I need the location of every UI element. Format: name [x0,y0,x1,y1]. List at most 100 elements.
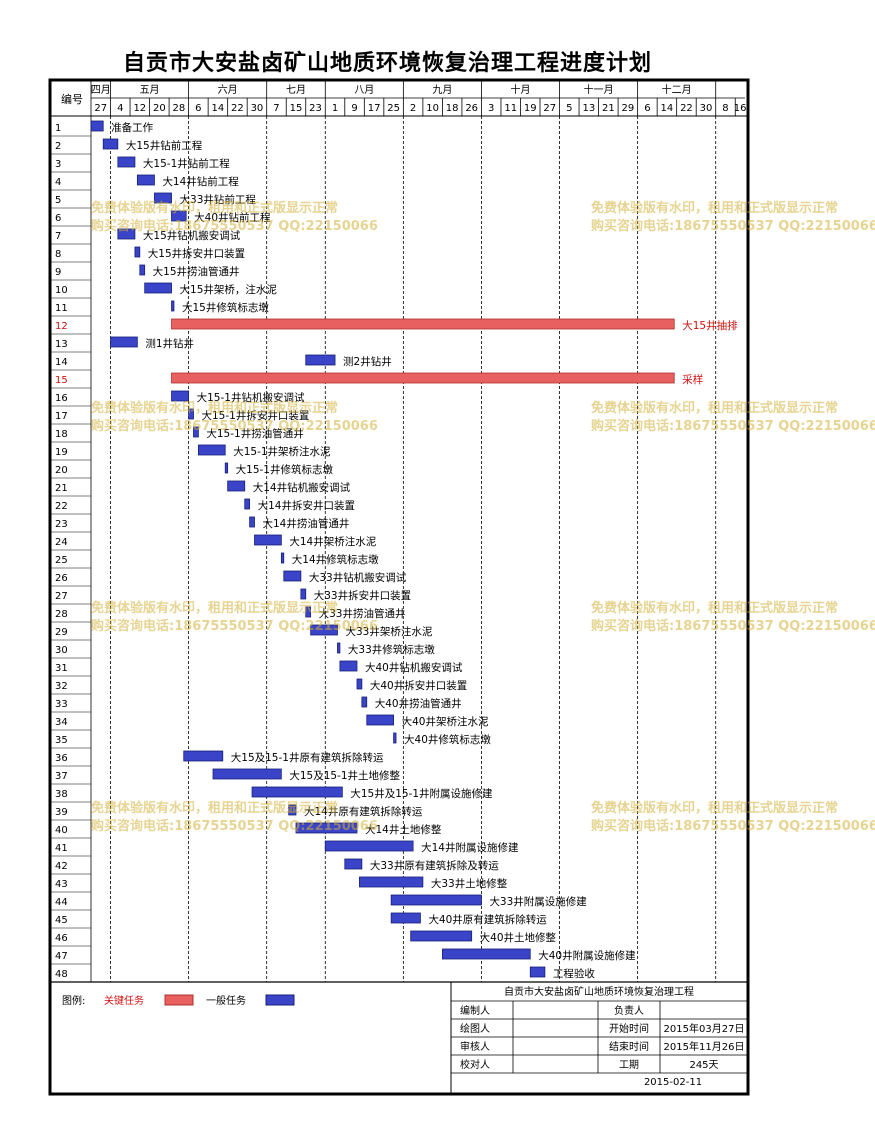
task-label: 大33井架桥注水泥 [345,625,432,638]
task-bar [305,606,312,618]
row-number: 32 [55,681,68,692]
day-tick-label: 7 [273,103,279,114]
task-bar [442,948,531,960]
task-label: 大15井捞油管通井 [153,265,240,278]
day-tick-label: 10 [426,103,439,114]
row-number: 15 [55,375,68,386]
task-bar [117,156,136,168]
task-label: 大40井修筑标志墩 [404,733,491,746]
task-label: 大33井修筑标志墩 [348,643,435,656]
info-value: 2015年11月26日 [664,1040,745,1053]
task-bar [344,858,363,870]
task-rows: 1234567891011121314151617181920212223242… [50,123,91,983]
day-tick-label: 14 [212,103,225,114]
row-number: 45 [55,915,68,926]
info-label: 负责人 [614,1004,644,1017]
task-bar [212,768,282,780]
task-bar [361,696,368,708]
task-label: 大14井土地修整 [365,823,442,836]
task-label: 大33井原有建筑拆除及转运 [370,859,499,872]
task-bar [305,354,336,366]
task-bar [134,246,141,258]
task-bar [139,264,146,276]
day-tick-label: 30 [700,103,713,114]
row-number: 38 [55,789,68,800]
info-date: 2015-02-11 [644,1077,702,1088]
task-label: 大33井钻前工程 [180,193,257,206]
info-label: 结束时间 [609,1040,649,1053]
task-label: 大40井原有建筑拆除转运 [428,913,547,926]
day-tick-label: 13 [582,103,595,114]
task-bar [171,300,175,312]
day-tick-label: 19 [524,103,537,114]
month-label: 六月 [218,84,238,96]
row-number: 39 [55,807,68,818]
task-label: 工程验收 [553,967,595,980]
task-bar [144,282,172,294]
day-tick-label: 25 [387,103,400,114]
task-label: 大15-1井拆安井口装置 [201,409,309,422]
row-number: 13 [55,339,68,350]
task-label: 准备工作 [111,121,153,134]
task-label: 测1井钻井 [145,337,194,350]
task-label: 大15井拆安井口装置 [148,247,245,260]
task-bar [390,894,482,906]
month-label: 九月 [432,84,452,96]
row-number: 5 [55,195,61,206]
task-bar [339,660,358,672]
row-number: 34 [55,717,68,728]
task-bar [227,480,246,492]
task-label: 大33井拆安井口装置 [314,589,411,602]
month-label: 十二月 [662,83,692,96]
task-bar [529,966,546,978]
row-number: 31 [55,663,68,674]
task-label: 大15井钻机搬安调试 [143,229,241,242]
row-number: 4 [55,177,61,188]
task-bar [254,534,282,546]
critical-task-bar [171,318,675,330]
day-tick-label: 14 [661,103,674,114]
row-number: 20 [55,465,68,476]
task-label: 大40井钻机搬安调试 [365,661,463,674]
month-label: 四月 [91,84,111,96]
info-label: 工期 [619,1059,639,1071]
day-tick-label: 1 [332,103,338,114]
task-bar [295,822,358,834]
task-label: 大15-1井架桥注水泥 [233,445,331,458]
row-number: 2 [55,141,61,152]
day-tick-label: 26 [465,103,478,114]
task-label: 大14井捞油管通井 [263,517,350,530]
row-number: 6 [55,213,61,224]
row-number: 23 [55,519,68,530]
row-number: 19 [55,447,68,458]
day-tick-label: 11 [504,103,517,114]
row-number: 14 [55,357,68,368]
task-bar [359,876,424,888]
day-tick-label: 3 [488,103,494,114]
task-label: 大14井钻机搬安调试 [253,481,351,494]
task-label: 大40井捞油管通井 [375,697,462,710]
row-number: 16 [55,393,68,404]
month-label: 八月 [354,84,374,96]
info-value: 245天 [689,1060,718,1071]
month-header: 四月 五月 六月 七月 八月 九月 十月 十一月 十二月 [50,80,748,117]
task-label: 大40井土地修整 [480,931,557,944]
info-label: 审核人 [460,1040,490,1053]
task-bar [224,462,229,474]
row-number: 44 [55,897,68,908]
task-bar [337,642,341,654]
task-label: 测2井钻井 [343,355,392,368]
task-bar [390,912,421,924]
task-label: 大14井拆安井口装置 [258,499,355,512]
legend-label: 图例: [62,994,85,1007]
task-bar [193,426,199,438]
row-number: 43 [55,879,68,890]
day-tick-label: 8 [722,103,728,114]
task-label: 大33井附属设施修建 [489,895,587,908]
row-number: 46 [55,933,68,944]
row-number: 18 [55,429,68,440]
day-tick-label: 17 [368,103,381,114]
